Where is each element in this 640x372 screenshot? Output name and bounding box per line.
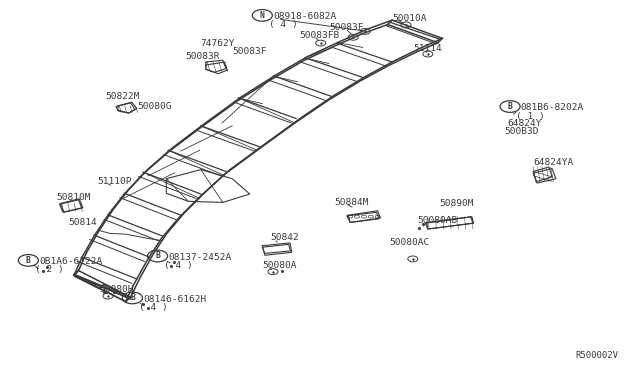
Text: 081B6-8202A: 081B6-8202A	[521, 103, 584, 112]
Text: 74762Y: 74762Y	[201, 39, 236, 48]
Text: 50080AC: 50080AC	[389, 238, 429, 247]
Text: 50083F: 50083F	[330, 23, 364, 32]
Text: R500002V: R500002V	[575, 351, 618, 360]
Text: 50814: 50814	[68, 218, 97, 227]
Text: ( 4 ): ( 4 )	[269, 20, 298, 29]
Text: ( 1 ): ( 1 )	[516, 112, 545, 121]
Text: ( 2 ): ( 2 )	[35, 265, 63, 274]
Text: B: B	[508, 102, 513, 111]
Text: 08918-6082A: 08918-6082A	[273, 12, 336, 21]
Text: 50080AB: 50080AB	[417, 216, 458, 225]
Text: 50810M: 50810M	[56, 193, 91, 202]
Text: 50083F: 50083F	[232, 47, 267, 56]
Text: 50884M: 50884M	[334, 198, 368, 207]
Text: 64824Y: 64824Y	[507, 119, 541, 128]
Text: B: B	[26, 256, 31, 265]
Text: 50842: 50842	[270, 233, 299, 242]
Text: 50080G: 50080G	[137, 102, 172, 111]
Text: 50083FB: 50083FB	[300, 31, 340, 39]
Text: 50080A: 50080A	[262, 261, 297, 270]
Text: ( 4 ): ( 4 )	[140, 302, 168, 311]
Text: 500B3D: 500B3D	[504, 127, 539, 136]
Text: 50822M: 50822M	[106, 92, 140, 101]
Text: 51110P: 51110P	[97, 177, 132, 186]
Text: 50890M: 50890M	[439, 199, 474, 208]
Text: N: N	[260, 11, 265, 20]
Text: 08137-2452A: 08137-2452A	[168, 253, 232, 262]
Text: 50080H: 50080H	[99, 285, 134, 294]
Text: 50083R: 50083R	[185, 52, 220, 61]
Text: 50010A: 50010A	[392, 14, 427, 23]
Text: 0B1A6-6122A: 0B1A6-6122A	[39, 257, 102, 266]
Text: B: B	[155, 251, 160, 260]
Text: 08146-6162H: 08146-6162H	[143, 295, 206, 304]
Text: 51114: 51114	[413, 44, 442, 53]
Text: ( 4 ): ( 4 )	[164, 261, 193, 270]
Text: 64824YA: 64824YA	[533, 158, 573, 167]
Text: B: B	[130, 294, 135, 302]
